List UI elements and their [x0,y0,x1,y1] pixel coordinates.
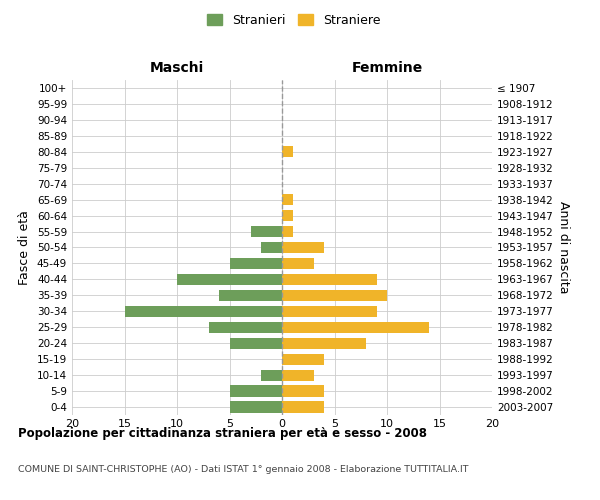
Legend: Stranieri, Straniere: Stranieri, Straniere [202,8,386,32]
Bar [261,370,282,380]
Bar [229,338,282,349]
Bar [282,386,324,396]
Bar [209,322,282,333]
Text: Maschi: Maschi [150,61,204,75]
Bar [229,258,282,269]
Bar [282,210,293,221]
Y-axis label: Fasce di età: Fasce di età [19,210,31,285]
Bar [282,322,429,333]
Bar [282,226,293,237]
Bar [282,402,324,412]
Bar [282,306,377,317]
Bar [229,402,282,412]
Bar [282,370,314,380]
Bar [219,290,282,301]
Bar [229,386,282,396]
Bar [261,242,282,253]
Bar [282,274,377,285]
Bar [282,258,314,269]
Text: COMUNE DI SAINT-CHRISTOPHE (AO) - Dati ISTAT 1° gennaio 2008 - Elaborazione TUTT: COMUNE DI SAINT-CHRISTOPHE (AO) - Dati I… [18,465,469,474]
Bar [251,226,282,237]
Y-axis label: Anni di nascita: Anni di nascita [557,201,570,294]
Bar [282,354,324,364]
Bar [177,274,282,285]
Bar [282,290,387,301]
Bar [282,338,366,349]
Text: Popolazione per cittadinanza straniera per età e sesso - 2008: Popolazione per cittadinanza straniera p… [18,428,427,440]
Bar [282,194,293,205]
Bar [125,306,282,317]
Text: Femmine: Femmine [352,61,422,75]
Bar [282,242,324,253]
Bar [282,146,293,158]
